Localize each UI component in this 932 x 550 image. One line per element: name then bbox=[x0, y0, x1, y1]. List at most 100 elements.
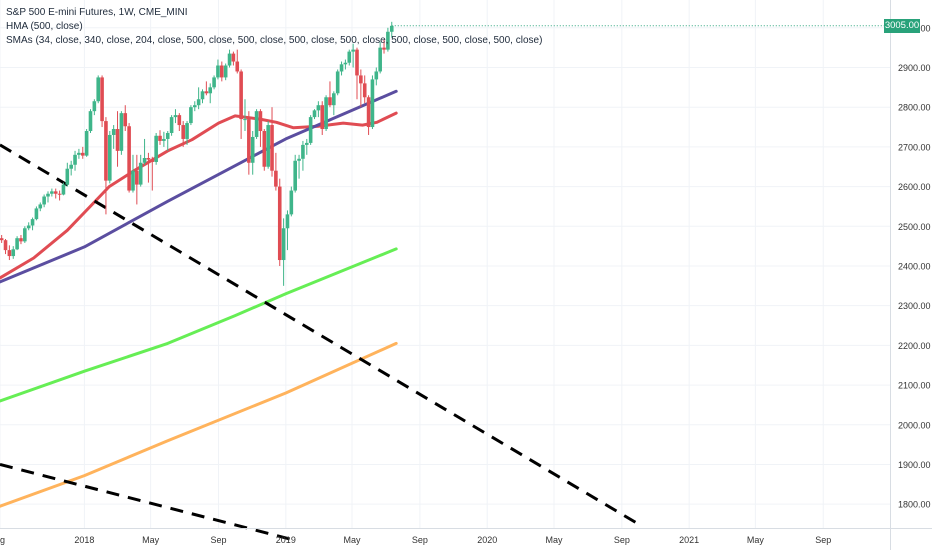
candle-body bbox=[204, 91, 209, 94]
candle-body bbox=[343, 62, 348, 65]
candle bbox=[359, 69, 363, 108]
candle bbox=[293, 154, 297, 193]
candle bbox=[277, 178, 282, 266]
candle bbox=[370, 75, 375, 130]
candle-body bbox=[127, 126, 131, 191]
candle-body bbox=[7, 250, 12, 257]
candle bbox=[127, 123, 131, 193]
y-tick-label: 2900.00 bbox=[898, 63, 931, 73]
candle bbox=[150, 156, 155, 191]
hma-legend-entry[interactable]: HMA (500, close) bbox=[6, 21, 83, 32]
candle-body bbox=[289, 190, 294, 215]
candle bbox=[351, 43, 355, 68]
candle-body bbox=[165, 132, 170, 139]
candle bbox=[335, 69, 340, 96]
candle-body bbox=[173, 115, 178, 118]
candle-body bbox=[231, 53, 236, 62]
candle-body bbox=[359, 75, 363, 84]
y-tick-label: 2500.00 bbox=[898, 222, 931, 232]
candle bbox=[115, 111, 120, 167]
candle bbox=[200, 89, 205, 104]
candle bbox=[216, 59, 220, 80]
candle-body bbox=[320, 105, 325, 130]
candle bbox=[23, 226, 27, 243]
candle-body bbox=[297, 158, 301, 161]
x-tick-label: Sep bbox=[614, 535, 630, 545]
candle-body bbox=[366, 97, 371, 128]
candle-body bbox=[301, 144, 305, 159]
candle bbox=[0, 235, 4, 243]
candle bbox=[328, 81, 332, 108]
candle-body bbox=[227, 53, 232, 66]
candle-body bbox=[216, 65, 220, 78]
x-tick-label: May bbox=[142, 535, 160, 545]
y-tick-label: 2400.00 bbox=[898, 261, 931, 271]
candle-body bbox=[65, 168, 70, 185]
candle bbox=[34, 206, 39, 221]
candle-body bbox=[247, 119, 251, 163]
candle-body bbox=[84, 131, 89, 156]
candle bbox=[7, 245, 12, 261]
candle bbox=[208, 83, 213, 104]
candle-body bbox=[312, 110, 317, 118]
candle bbox=[30, 217, 35, 231]
candle bbox=[289, 186, 294, 217]
x-tick-label: 2018 bbox=[74, 535, 94, 545]
candle-body bbox=[42, 196, 46, 205]
candle-body bbox=[38, 204, 43, 209]
candle bbox=[204, 81, 209, 96]
candle-body bbox=[77, 152, 81, 155]
candle bbox=[142, 138, 147, 165]
candle bbox=[227, 49, 232, 68]
candle bbox=[320, 101, 325, 135]
y-tick-label: 2100.00 bbox=[898, 381, 931, 391]
y-tick-label: 2300.00 bbox=[898, 301, 931, 311]
candle-body bbox=[332, 93, 336, 106]
candle bbox=[84, 129, 89, 157]
candle-body bbox=[150, 159, 155, 162]
candle-body bbox=[80, 152, 85, 156]
candle-body bbox=[192, 105, 197, 108]
candle-body bbox=[378, 47, 382, 72]
candle-body bbox=[92, 101, 97, 112]
symbol-title[interactable]: S&P 500 E-mini Futures, 1W, CME_MINI bbox=[6, 7, 188, 18]
candle bbox=[69, 160, 73, 176]
candle bbox=[235, 49, 240, 74]
y-tick-label: 1900.00 bbox=[898, 460, 931, 470]
candle bbox=[220, 61, 224, 82]
candle bbox=[138, 154, 143, 187]
x-tick-label: 2021 bbox=[679, 535, 699, 545]
candle-body bbox=[374, 71, 379, 80]
candle bbox=[324, 95, 328, 132]
candle-body bbox=[220, 65, 224, 78]
candle-body bbox=[243, 119, 247, 121]
candle bbox=[332, 91, 336, 116]
candle-body bbox=[15, 238, 19, 250]
moving-average-lines bbox=[0, 89, 398, 508]
y-tick-label: 2200.00 bbox=[898, 341, 931, 351]
smas-legend-entry[interactable]: SMAs (34, close, 340, close, 204, close,… bbox=[6, 35, 543, 46]
x-tick-label: 2019 bbox=[276, 535, 296, 545]
x-tick-label: May bbox=[344, 535, 362, 545]
candle bbox=[382, 39, 386, 54]
candle-body bbox=[185, 123, 189, 139]
candle-body bbox=[61, 184, 66, 195]
candlesticks bbox=[0, 21, 394, 286]
candle-body bbox=[158, 135, 162, 141]
candle bbox=[362, 75, 367, 104]
candle-body bbox=[57, 193, 62, 195]
candle bbox=[378, 41, 382, 74]
candle-body bbox=[304, 142, 309, 145]
candle bbox=[247, 111, 251, 175]
candle bbox=[185, 121, 189, 145]
candle-body bbox=[347, 51, 352, 63]
candle-body bbox=[135, 170, 139, 185]
candle bbox=[308, 115, 313, 145]
y-tick-label: 1800.00 bbox=[898, 500, 931, 510]
candle bbox=[270, 107, 274, 177]
candle bbox=[339, 61, 344, 76]
candle bbox=[304, 138, 309, 155]
x-tick-label: May bbox=[747, 535, 765, 545]
